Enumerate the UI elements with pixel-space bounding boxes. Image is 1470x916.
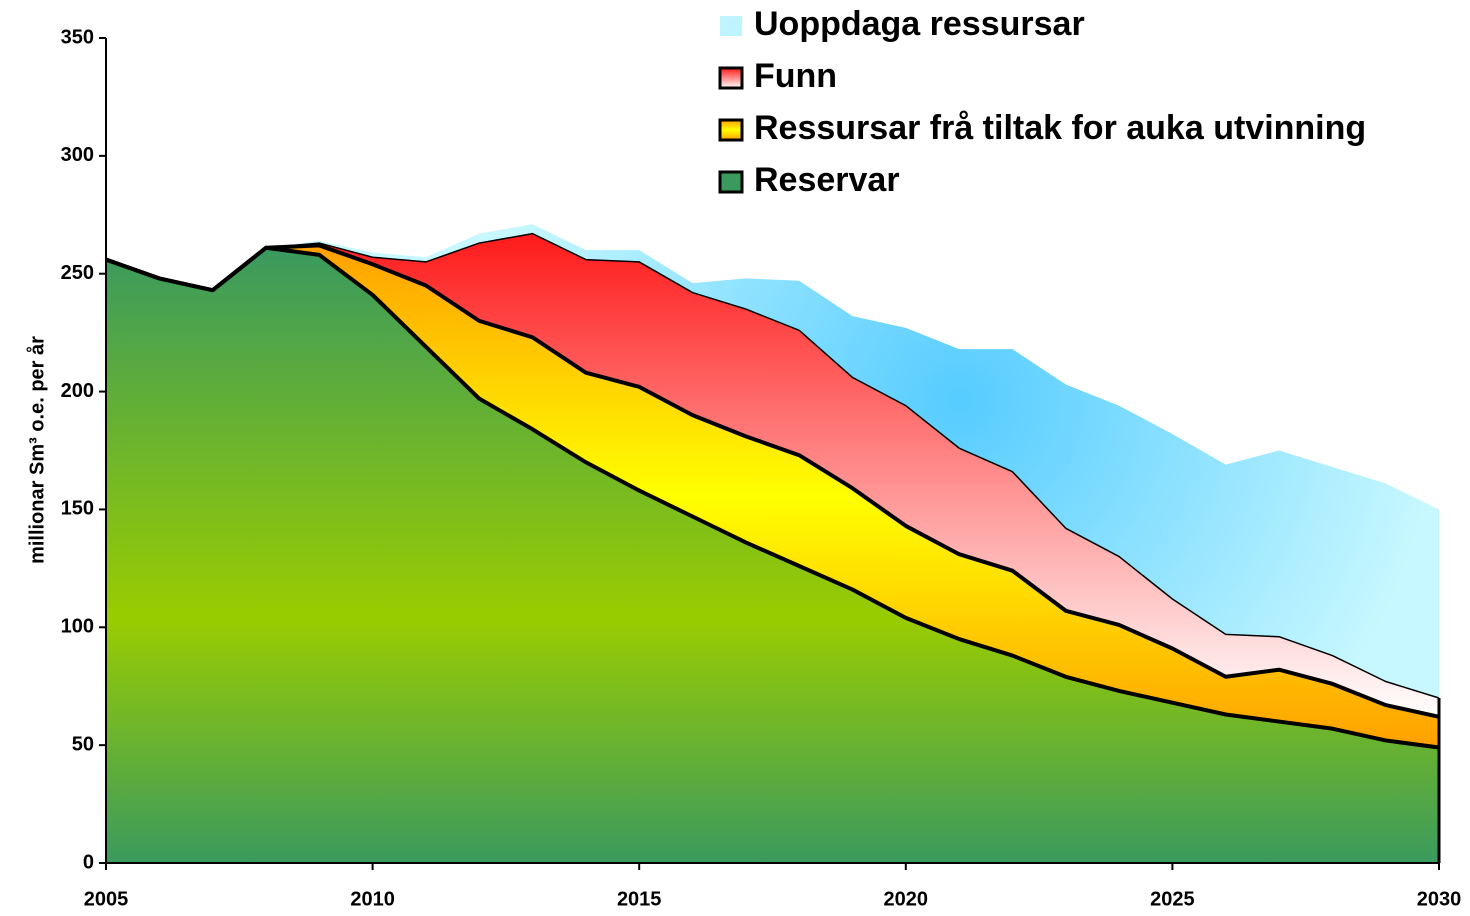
- legend-label: Reservar: [754, 161, 900, 199]
- y-tick-label: 50: [72, 733, 94, 755]
- x-tick-label: 2015: [617, 888, 662, 910]
- y-tick-label: 0: [83, 851, 94, 873]
- y-tick-label: 250: [61, 262, 94, 284]
- legend-swatch: [718, 170, 744, 194]
- y-axis-label: millionar Sm³ o.e. per år: [25, 336, 48, 564]
- area-outline: [105, 245, 1440, 750]
- legend-label: Ressursar frå tiltak for auka utvinning: [754, 109, 1366, 147]
- legend-swatch: [720, 16, 742, 36]
- y-tick-label: 150: [61, 498, 94, 520]
- y-tick-label: 300: [61, 144, 94, 166]
- legend-label: Uoppdaga ressursar: [754, 5, 1085, 43]
- x-tick-label: 2025: [1150, 888, 1195, 910]
- legend-label: Funn: [754, 57, 837, 95]
- area: [106, 233, 1439, 717]
- x-tick-label: 2020: [884, 888, 929, 910]
- area-outline: [105, 232, 1440, 699]
- x-tick-label: 2010: [350, 888, 395, 910]
- legend-swatch: [718, 118, 744, 142]
- legend-swatch: [718, 66, 744, 90]
- x-tick-label: 2005: [84, 888, 129, 910]
- y-tick-label: 100: [61, 616, 94, 638]
- y-tick-label: 350: [61, 26, 94, 48]
- area-outline: [105, 243, 1440, 719]
- y-tick-label: 200: [61, 380, 94, 402]
- x-tick-label: 2030: [1417, 888, 1462, 910]
